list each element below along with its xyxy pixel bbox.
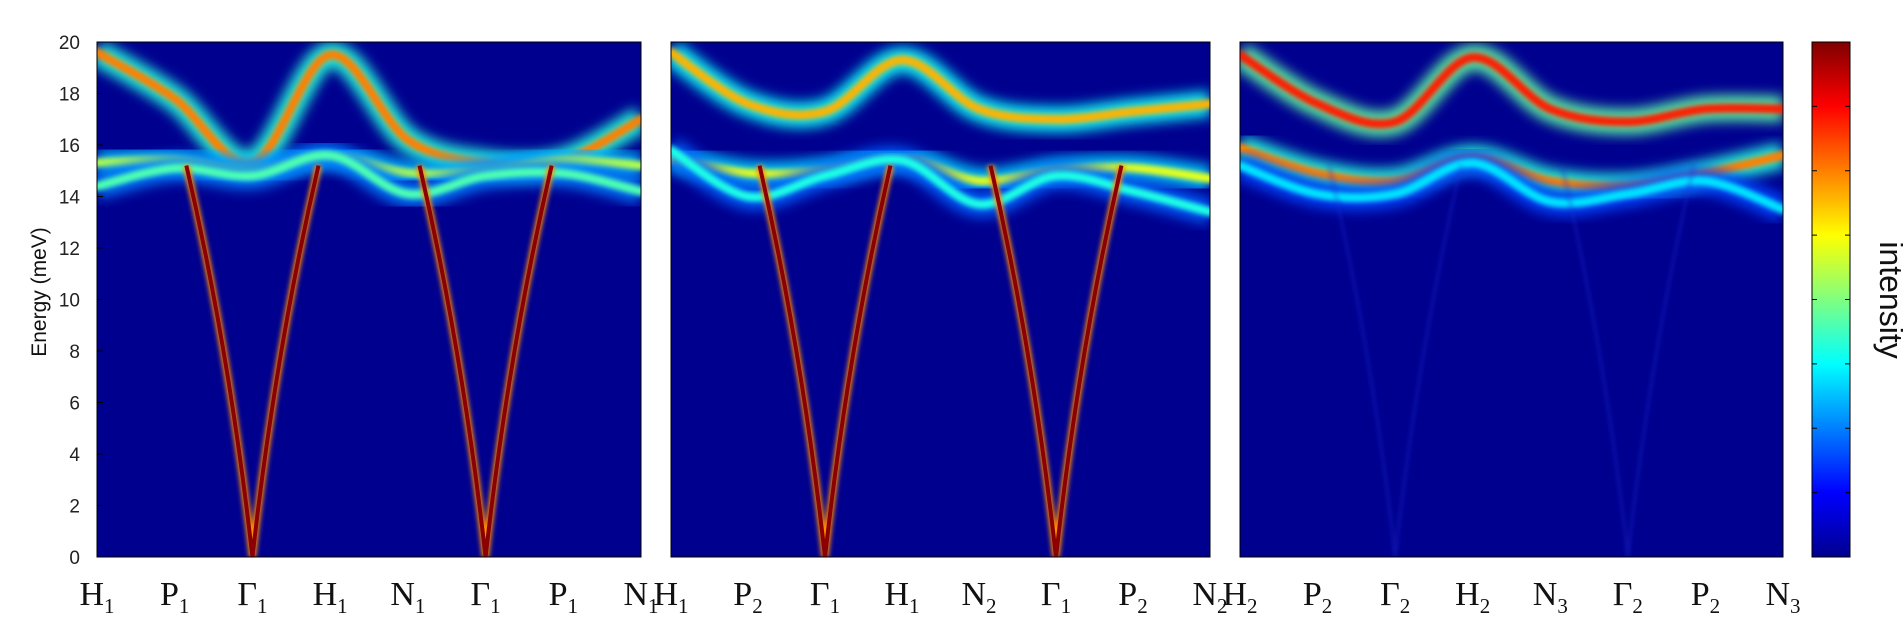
acoustic-branch	[757, 165, 893, 557]
y-tick-labels: 0 2 4 6 8 10 12 14 16 18 20	[59, 33, 103, 569]
k-label: Γ1	[470, 576, 500, 618]
k-label: P2	[733, 576, 762, 618]
k-label: Γ1	[810, 576, 840, 618]
colorbar-label: intensity	[1873, 241, 1903, 358]
k-label: N3	[1765, 576, 1800, 618]
k-label: Γ2	[1380, 576, 1410, 618]
y-axis-label: Energy (meV)	[28, 227, 51, 357]
y-tick-label: 16	[59, 136, 80, 157]
k-label: P1	[160, 576, 189, 618]
k-label: H1	[79, 576, 114, 618]
y-tick-label: 12	[59, 239, 80, 260]
k-label: P2	[1303, 576, 1332, 618]
acoustic-branch	[1560, 165, 1695, 557]
k-label: P2	[1118, 576, 1147, 618]
y-tick-label: 18	[59, 85, 80, 106]
acoustic-branch	[417, 165, 554, 557]
k-label: H2	[1455, 576, 1490, 618]
k-label: N2	[961, 576, 996, 618]
acoustic-branch	[988, 165, 1124, 557]
y-tick-label: 20	[59, 33, 80, 54]
band-lower	[1240, 158, 1783, 214]
y-tick-label: 8	[69, 342, 80, 363]
panel-background	[671, 42, 1210, 557]
band-upper	[1240, 50, 1783, 129]
panel-frame	[1239, 41, 1784, 558]
k-label: Γ2	[1613, 576, 1643, 618]
y-tick-label: 2	[69, 497, 80, 518]
k-label: N2	[1192, 576, 1227, 618]
k-label: P1	[549, 576, 578, 618]
colorbar	[1811, 41, 1851, 558]
acoustic-branch	[1328, 165, 1463, 557]
k-label: Γ1	[1041, 576, 1071, 618]
y-tick-label: 4	[69, 445, 80, 466]
k-label: N1	[623, 576, 658, 618]
band-upper	[671, 47, 1210, 124]
panel-background	[1240, 42, 1783, 557]
y-tick-label: 0	[69, 548, 80, 569]
k-label: H1	[884, 576, 919, 618]
k-label: N3	[1533, 576, 1568, 618]
k-label: N1	[390, 576, 425, 618]
k-label: Γ1	[237, 576, 267, 618]
panels-layer	[96, 41, 1784, 558]
k-label: P2	[1691, 576, 1720, 618]
y-tick-label: 6	[69, 394, 80, 415]
y-tick-label: 10	[59, 291, 80, 312]
panel-2	[670, 41, 1211, 558]
acoustic-branch	[184, 165, 321, 557]
colorbar-ticks	[1812, 105, 1850, 494]
k-label: H2	[1222, 576, 1257, 618]
panel-3	[1239, 41, 1784, 558]
y-tick-label: 14	[59, 188, 81, 209]
k-label: H1	[313, 576, 348, 618]
panel-1	[96, 41, 642, 558]
k-label: H1	[653, 576, 688, 618]
panel-frame	[670, 41, 1211, 558]
